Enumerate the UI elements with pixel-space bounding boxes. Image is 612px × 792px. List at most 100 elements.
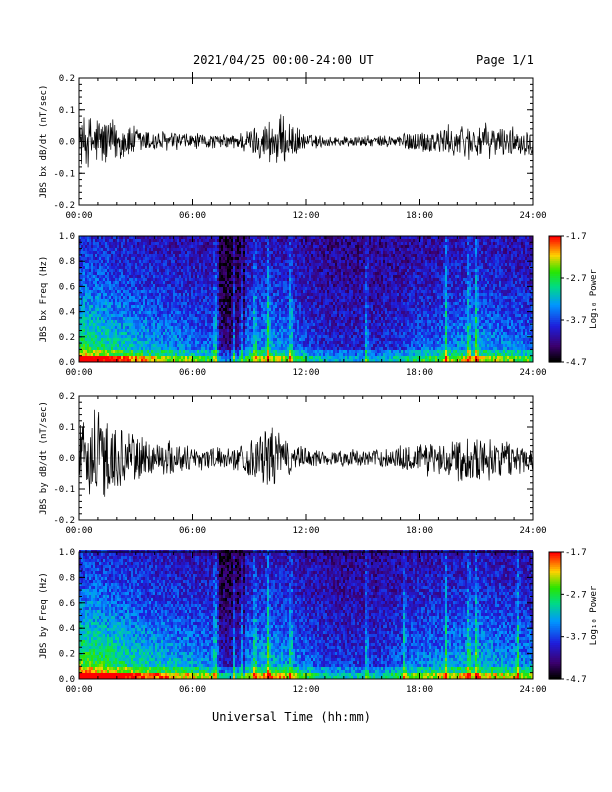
spectrogram-cell	[187, 251, 189, 254]
spectrogram-cell	[145, 296, 147, 299]
spectrogram-cell	[133, 281, 135, 284]
spectrogram-cell	[301, 344, 303, 347]
spectrogram-cell	[269, 287, 271, 290]
spectrogram-cell	[247, 359, 249, 362]
spectrogram-cell	[79, 269, 81, 272]
spectrogram-cell	[243, 290, 245, 293]
spectrogram-cell	[285, 347, 287, 350]
spectrogram-cell	[229, 245, 231, 248]
spectrogram-cell	[209, 320, 211, 323]
spectrogram-cell	[179, 251, 181, 254]
spectrogram-cell	[161, 356, 163, 359]
spectrogram-cell	[245, 239, 247, 242]
spectrogram-cell	[287, 299, 289, 302]
spectrogram-cell	[265, 278, 267, 281]
spectrogram-cell	[167, 335, 169, 338]
spectrogram-cell	[121, 320, 123, 323]
spectrogram-cell	[165, 305, 167, 308]
spectrogram-cell	[197, 317, 199, 320]
spectrogram-cell	[109, 260, 111, 263]
spectrogram-cell	[141, 320, 143, 323]
spectrogram-cell	[131, 275, 133, 278]
spectrogram-cell	[181, 341, 183, 344]
spectrogram-cell	[269, 308, 271, 311]
spectrogram-cell	[253, 311, 255, 314]
spectrogram-cell	[111, 356, 113, 359]
spectrogram-cell	[101, 242, 103, 245]
spectrogram-cell	[253, 284, 255, 287]
spectrogram-cell	[305, 260, 307, 263]
spectrogram-cell	[267, 245, 269, 248]
spectrogram-cell	[271, 299, 273, 302]
spectrogram-cell	[215, 320, 217, 323]
spectrogram-cell	[105, 347, 107, 350]
spectrogram-cell	[133, 242, 135, 245]
spectrogram-cell	[207, 293, 209, 296]
spectrogram-cell	[193, 305, 195, 308]
spectrogram-cell	[203, 278, 205, 281]
spectrogram-cell	[235, 293, 237, 296]
spectrogram-cell	[293, 248, 295, 251]
spectrogram-cell	[151, 317, 153, 320]
spectrogram-cell	[217, 308, 219, 311]
spectrogram-cell	[219, 260, 221, 263]
spectrogram-cell	[233, 332, 235, 335]
spectrogram-cell	[273, 296, 275, 299]
spectrogram-cell	[185, 320, 187, 323]
spectrogram-cell	[163, 266, 165, 269]
spectrogram-cell	[173, 293, 175, 296]
spectrogram-cell	[223, 314, 225, 317]
spectrogram-cell	[295, 317, 297, 320]
spectrogram-cell	[239, 278, 241, 281]
spectrogram-cell	[115, 293, 117, 296]
spectrogram-cell	[245, 323, 247, 326]
spectrogram-cell	[275, 314, 277, 317]
spectrogram-cell	[229, 266, 231, 269]
spectrogram-cell	[141, 329, 143, 332]
spectrogram-cell	[219, 353, 221, 356]
spectrogram-cell	[225, 341, 227, 344]
spectrogram-cell	[167, 347, 169, 350]
spectrogram-cell	[171, 245, 173, 248]
spectrogram-cell	[187, 245, 189, 248]
spectrogram-cell	[185, 242, 187, 245]
spectrogram-cell	[177, 257, 179, 260]
spectrogram-cell	[257, 347, 259, 350]
spectrogram-cell	[129, 299, 131, 302]
spectrogram-cell	[275, 302, 277, 305]
spectrogram-cell	[271, 242, 273, 245]
spectrogram-cell	[81, 296, 83, 299]
spectrogram-cell	[151, 278, 153, 281]
spectrogram-cell	[173, 290, 175, 293]
spectrogram-cell	[277, 329, 279, 332]
spectrogram-cell	[245, 251, 247, 254]
spectrogram-cell	[175, 335, 177, 338]
spectrogram-cell	[209, 266, 211, 269]
spectrogram-cell	[109, 287, 111, 290]
spectrogram-cell	[123, 242, 125, 245]
spectrogram-cell	[261, 275, 263, 278]
spectrogram-cell	[155, 263, 157, 266]
spectrogram-cell	[95, 326, 97, 329]
spectrogram-cell	[219, 254, 221, 257]
spectrogram-cell	[117, 317, 119, 320]
spectrogram-cell	[253, 248, 255, 251]
spectrogram-cell	[109, 272, 111, 275]
spectrogram-cell	[201, 353, 203, 356]
spectrogram-cell	[133, 302, 135, 305]
spectrogram-cell	[277, 272, 279, 275]
spectrogram-cell	[199, 332, 201, 335]
spectrogram-cell	[191, 338, 193, 341]
spectrogram-cell	[145, 281, 147, 284]
spectrogram-cell	[161, 257, 163, 260]
spectrogram-cell	[151, 257, 153, 260]
spectrogram-cell	[119, 245, 121, 248]
spectrogram-cell	[227, 341, 229, 344]
spectrogram-cell	[213, 356, 215, 359]
spectrogram-cell	[273, 299, 275, 302]
spectrogram-cell	[271, 338, 273, 341]
spectrogram-cell	[159, 299, 161, 302]
spectrogram-cell	[177, 242, 179, 245]
spectrogram-cell	[165, 323, 167, 326]
spectrogram-cell	[139, 356, 141, 359]
